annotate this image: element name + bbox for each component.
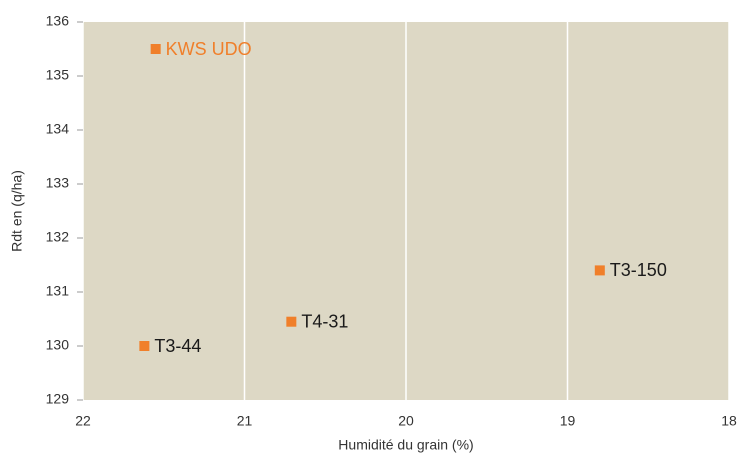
x-tick-label: 22 <box>75 413 91 429</box>
y-tick-label: 135 <box>46 67 70 83</box>
y-tick-label: 131 <box>46 283 70 299</box>
point-label: T4-31 <box>301 311 348 331</box>
point-label: T3-44 <box>154 336 201 356</box>
point <box>286 316 297 327</box>
y-tick-label: 136 <box>46 13 70 29</box>
y-tick-label: 134 <box>46 121 70 137</box>
point <box>139 341 150 351</box>
x-axis-title: Humidité du grain (%) <box>338 437 473 453</box>
x-tick-label: 20 <box>398 413 414 429</box>
x-tick-label: 18 <box>721 413 737 429</box>
x-tick-label: 21 <box>237 413 253 429</box>
point-label: T3-150 <box>610 260 667 280</box>
y-axis-title: Rdt en (q/ha) <box>9 170 25 252</box>
point-label: KWS UDO <box>166 39 252 59</box>
y-tick-label: 129 <box>46 391 70 407</box>
y-tick-label: 130 <box>46 337 70 353</box>
x-tick-label: 19 <box>560 413 576 429</box>
point <box>150 44 161 54</box>
y-tick-label: 133 <box>46 175 70 191</box>
point <box>594 265 605 276</box>
y-tick-label: 132 <box>46 229 70 245</box>
